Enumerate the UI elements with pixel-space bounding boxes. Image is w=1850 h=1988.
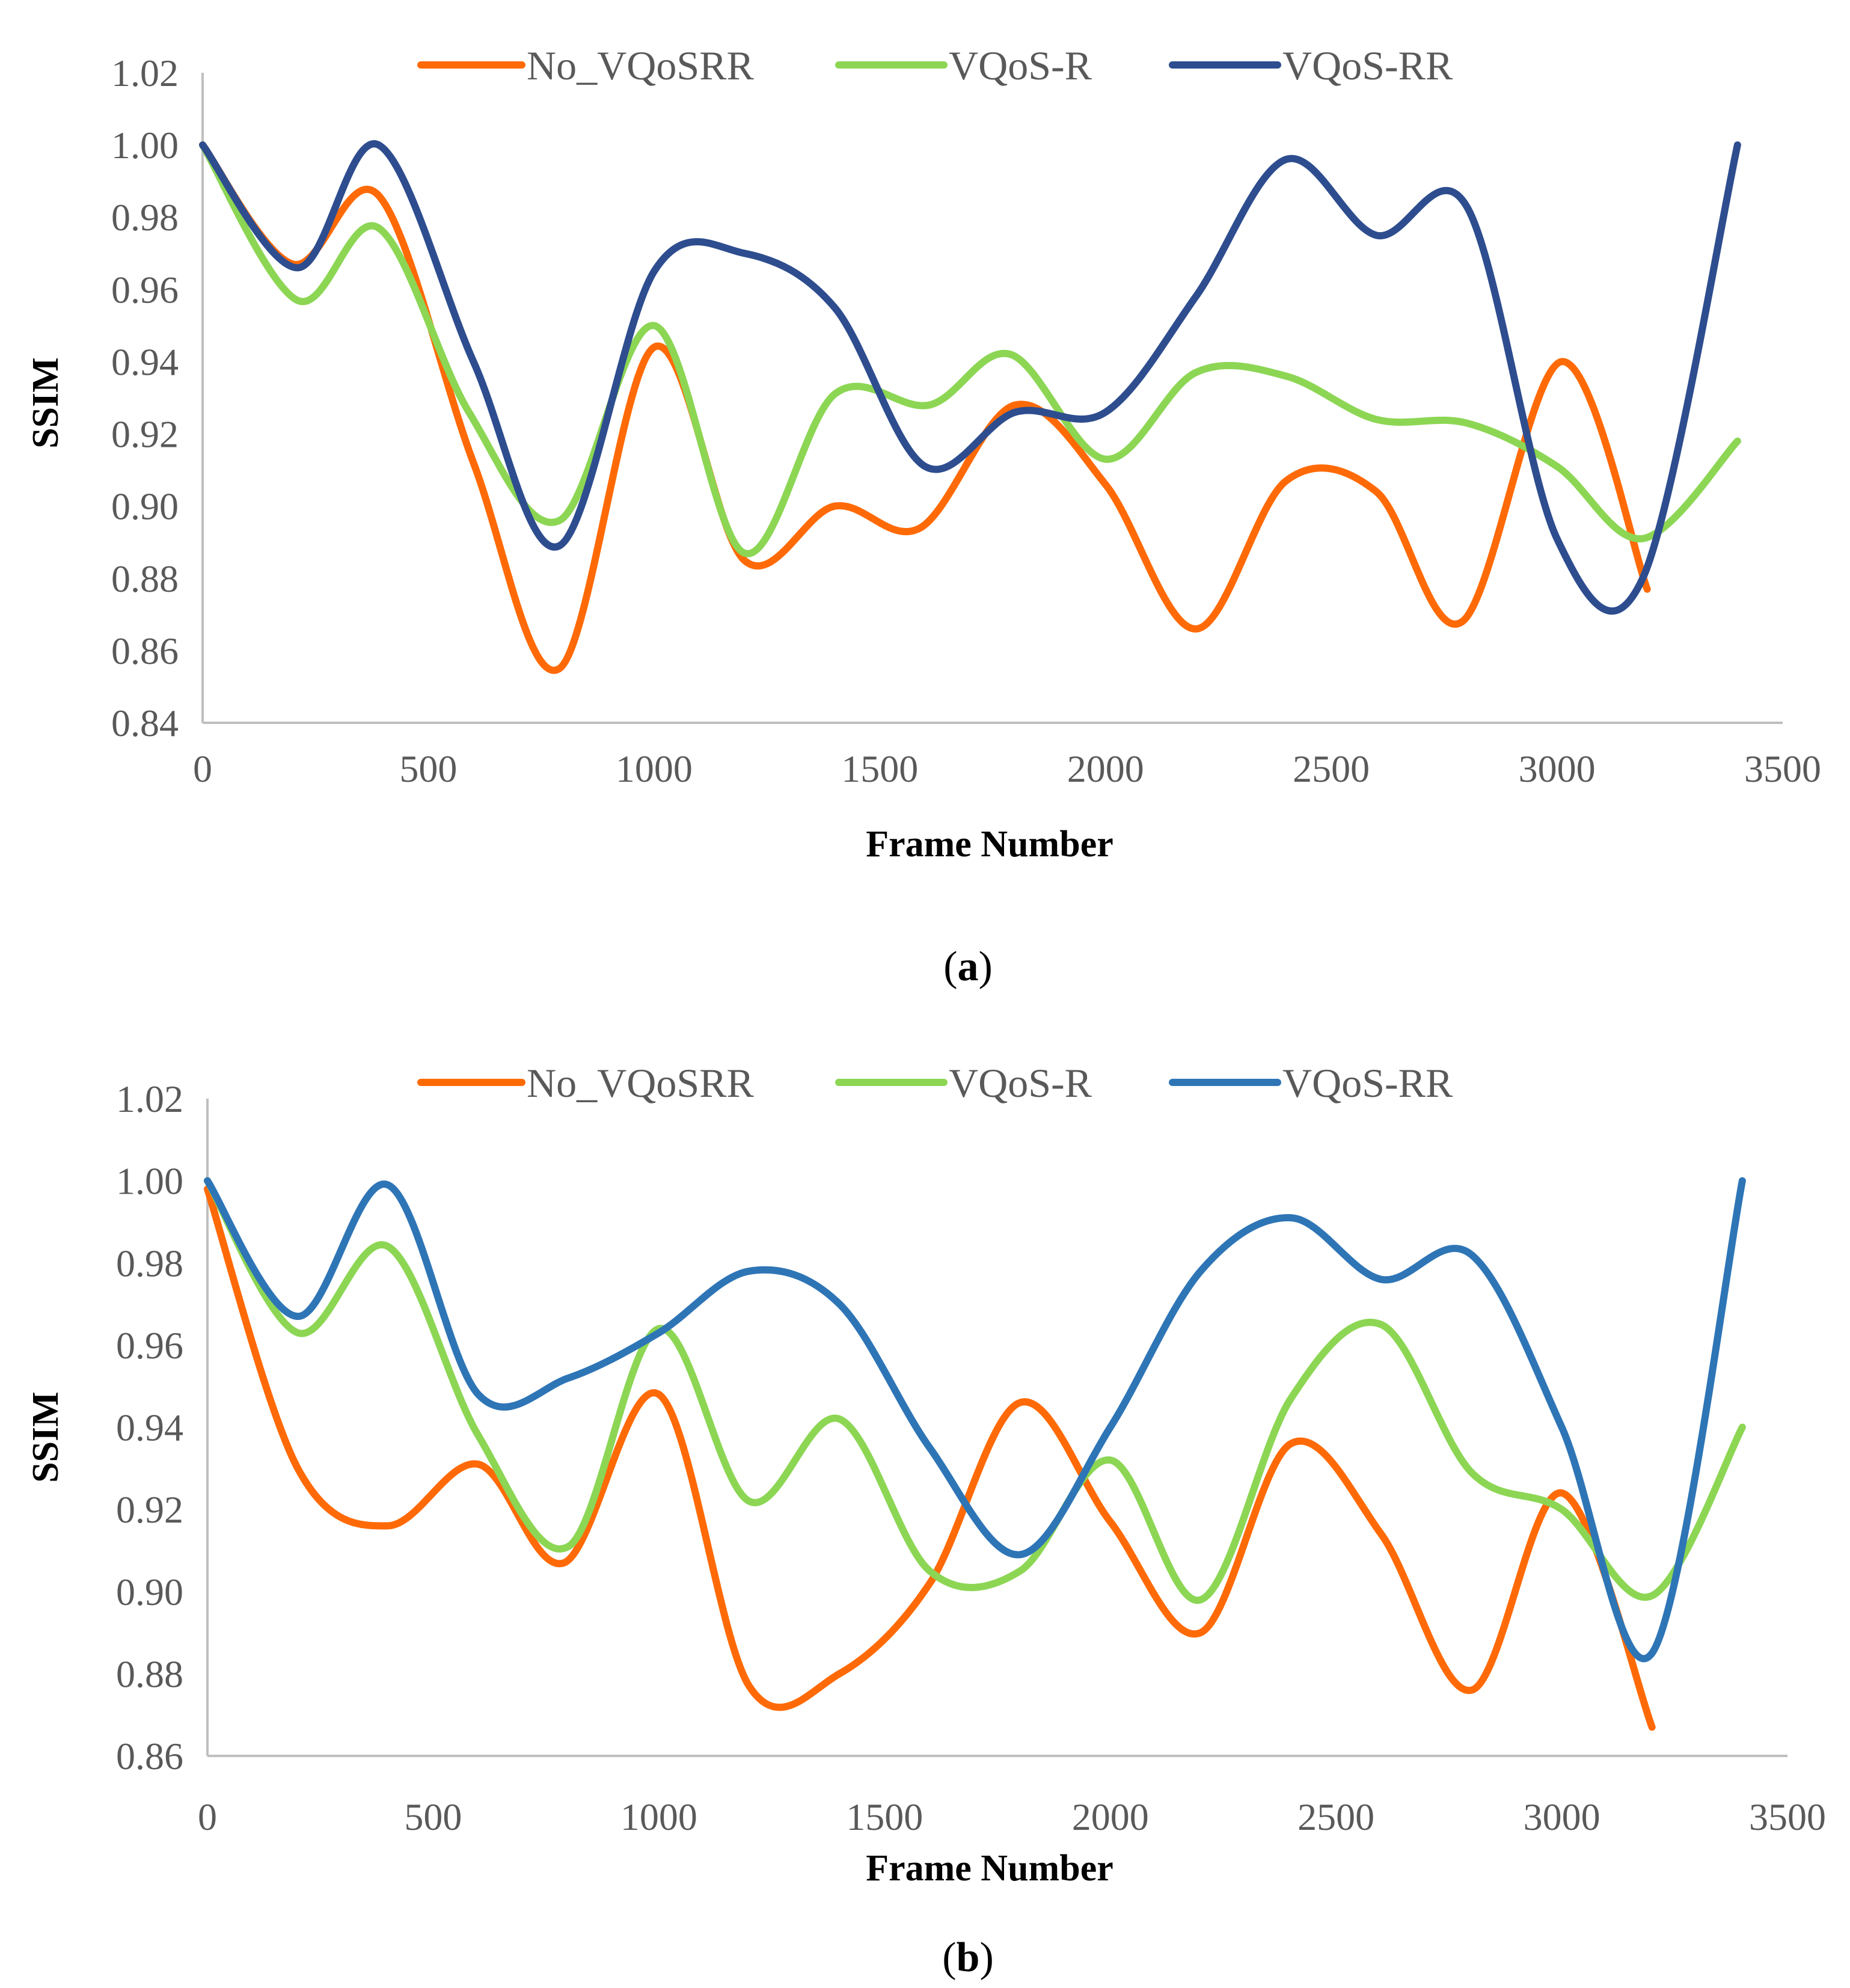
x-tick-label: 1000	[620, 1796, 697, 1838]
caption-a: (a)	[943, 943, 993, 990]
y-tick-label: 0.98	[116, 1242, 183, 1284]
chart-panel-a: SSIM Frame Number 0.84 0.86 0.88 0.90 0.92 0.…	[25, 43, 1821, 865]
legend-label-no-vqosrr: No_VQoSRR	[527, 43, 754, 88]
x-tick-label: 2000	[1072, 1796, 1149, 1838]
chart-panel-b: SSIM Frame Number 0.86 0.88 0.90 0.92 0.94 0.…	[25, 1060, 1826, 1889]
series-line-vqos-rr	[199, 140, 1741, 615]
x-tick-label: 3000	[1519, 747, 1596, 790]
y-tick-label: 0.86	[111, 630, 179, 672]
series-line-vqos-r	[204, 1177, 1746, 1604]
series-line-vqos-r	[199, 141, 1741, 557]
series-line-no-vqosrr	[199, 141, 1651, 674]
y-tick-label: 0.90	[116, 1571, 183, 1613]
y-tick-label: 0.84	[111, 702, 179, 744]
y-tick-label: 0.92	[111, 413, 179, 456]
legend-label-no-vqosrr: No_VQoSRR	[527, 1060, 754, 1106]
y-tick-label: 1.00	[116, 1160, 183, 1203]
y-tick-label: 0.92	[116, 1488, 183, 1531]
legend-label-vqos-rr: VQoS-RR	[1282, 1060, 1453, 1106]
y-tick-label: 0.90	[111, 485, 179, 528]
legend-label-vqos-rr: VQoS-RR	[1282, 43, 1453, 88]
x-tick-label: 3500	[1749, 1796, 1826, 1838]
caption-b-letter: b	[957, 1934, 980, 1981]
x-axis-title-b: Frame Number	[866, 1848, 1113, 1889]
legend-label-vqos-r: VQoS-R	[949, 1060, 1092, 1106]
y-tick-label: 0.98	[111, 196, 179, 239]
x-tick-label: 2000	[1067, 747, 1144, 790]
y-tick-label: 1.02	[116, 1078, 183, 1120]
series-line-no-vqosrr	[204, 1185, 1656, 1731]
caption-a-letter: a	[958, 943, 979, 990]
x-tick-label: 2500	[1293, 747, 1370, 790]
x-tick-label: 2500	[1297, 1796, 1374, 1838]
x-tick-label: 1500	[846, 1796, 923, 1838]
x-tick-label: 500	[404, 1796, 462, 1838]
y-tick-label: 0.96	[111, 268, 179, 311]
x-tick-label: 0	[193, 747, 212, 790]
y-tick-label: 0.96	[116, 1324, 183, 1367]
y-tick-label: 0.88	[116, 1652, 183, 1695]
y-tick-label: 0.88	[111, 557, 179, 600]
y-tick-label: 1.00	[111, 124, 179, 167]
y-axis-title-a: SSIM	[25, 357, 66, 449]
x-axis-title-a: Frame Number	[866, 824, 1113, 865]
y-tick-label: 0.86	[116, 1735, 183, 1778]
x-tick-label: 500	[399, 747, 457, 790]
y-tick-label: 0.94	[116, 1407, 183, 1449]
y-tick-label: 0.94	[111, 340, 179, 383]
series-line-vqos-rr	[204, 1177, 1746, 1663]
x-tick-label: 1000	[616, 747, 693, 790]
legend-label-vqos-r: VQoS-R	[949, 43, 1092, 88]
x-tick-label: 0	[198, 1796, 217, 1838]
y-axis-title-b: SSIM	[25, 1391, 66, 1483]
x-tick-label: 1500	[841, 747, 918, 790]
y-tick-label: 1.02	[111, 52, 179, 94]
caption-b: (b)	[942, 1934, 994, 1981]
x-tick-label: 3000	[1524, 1796, 1600, 1838]
x-tick-label: 3500	[1744, 747, 1821, 790]
